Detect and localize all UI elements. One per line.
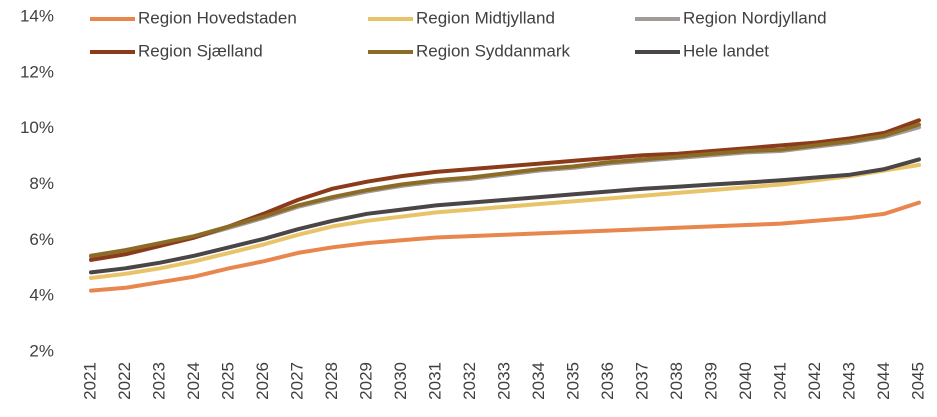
series-line <box>89 122 921 258</box>
y-tick-label: 14% <box>20 6 54 25</box>
x-tick-label: 2030 <box>391 362 410 400</box>
y-tick-label: 12% <box>20 62 54 81</box>
legend-label: Region Midtjylland <box>416 8 555 27</box>
x-tick-label: 2034 <box>529 362 548 400</box>
x-tick-label: 2027 <box>287 362 306 400</box>
series-line <box>89 200 921 293</box>
x-tick-label: 2039 <box>701 362 720 400</box>
x-tick-label: 2032 <box>460 362 479 400</box>
x-tick-label: 2025 <box>218 362 237 400</box>
series-line <box>89 157 921 275</box>
x-tick-label: 2041 <box>770 362 789 400</box>
y-tick-label: 2% <box>29 341 54 360</box>
x-tick-label: 2021 <box>80 362 99 400</box>
x-tick-label: 2024 <box>184 362 203 400</box>
x-tick-label: 2033 <box>494 362 513 400</box>
series-line <box>89 163 921 280</box>
x-tick-label: 2026 <box>253 362 272 400</box>
x-tick-label: 2045 <box>908 362 927 400</box>
x-tick-label: 2043 <box>839 362 858 400</box>
x-tick-label: 2038 <box>667 362 686 400</box>
legend-label: Region Sjælland <box>138 41 263 60</box>
x-tick-label: 2029 <box>356 362 375 400</box>
y-tick-label: 4% <box>29 286 54 305</box>
x-tick-label: 2036 <box>598 362 617 400</box>
legend-label: Hele landet <box>683 41 769 60</box>
x-tick-label: 2023 <box>149 362 168 400</box>
legend-label: Region Syddanmark <box>416 41 571 60</box>
series-line <box>89 118 921 262</box>
y-tick-label: 8% <box>29 174 54 193</box>
x-tick-label: 2031 <box>425 362 444 400</box>
y-tick-label: 10% <box>20 118 54 137</box>
x-tick-label: 2035 <box>563 362 582 400</box>
x-tick-label: 2037 <box>632 362 651 400</box>
x-tick-label: 2040 <box>736 362 755 400</box>
legend-label: Region Hovedstaden <box>138 8 297 27</box>
x-tick-label: 2044 <box>874 362 893 400</box>
x-tick-label: 2028 <box>322 362 341 400</box>
x-tick-label: 2022 <box>115 362 134 400</box>
legend-label: Region Nordjylland <box>683 8 827 27</box>
y-tick-label: 6% <box>29 230 54 249</box>
x-tick-label: 2042 <box>805 362 824 400</box>
